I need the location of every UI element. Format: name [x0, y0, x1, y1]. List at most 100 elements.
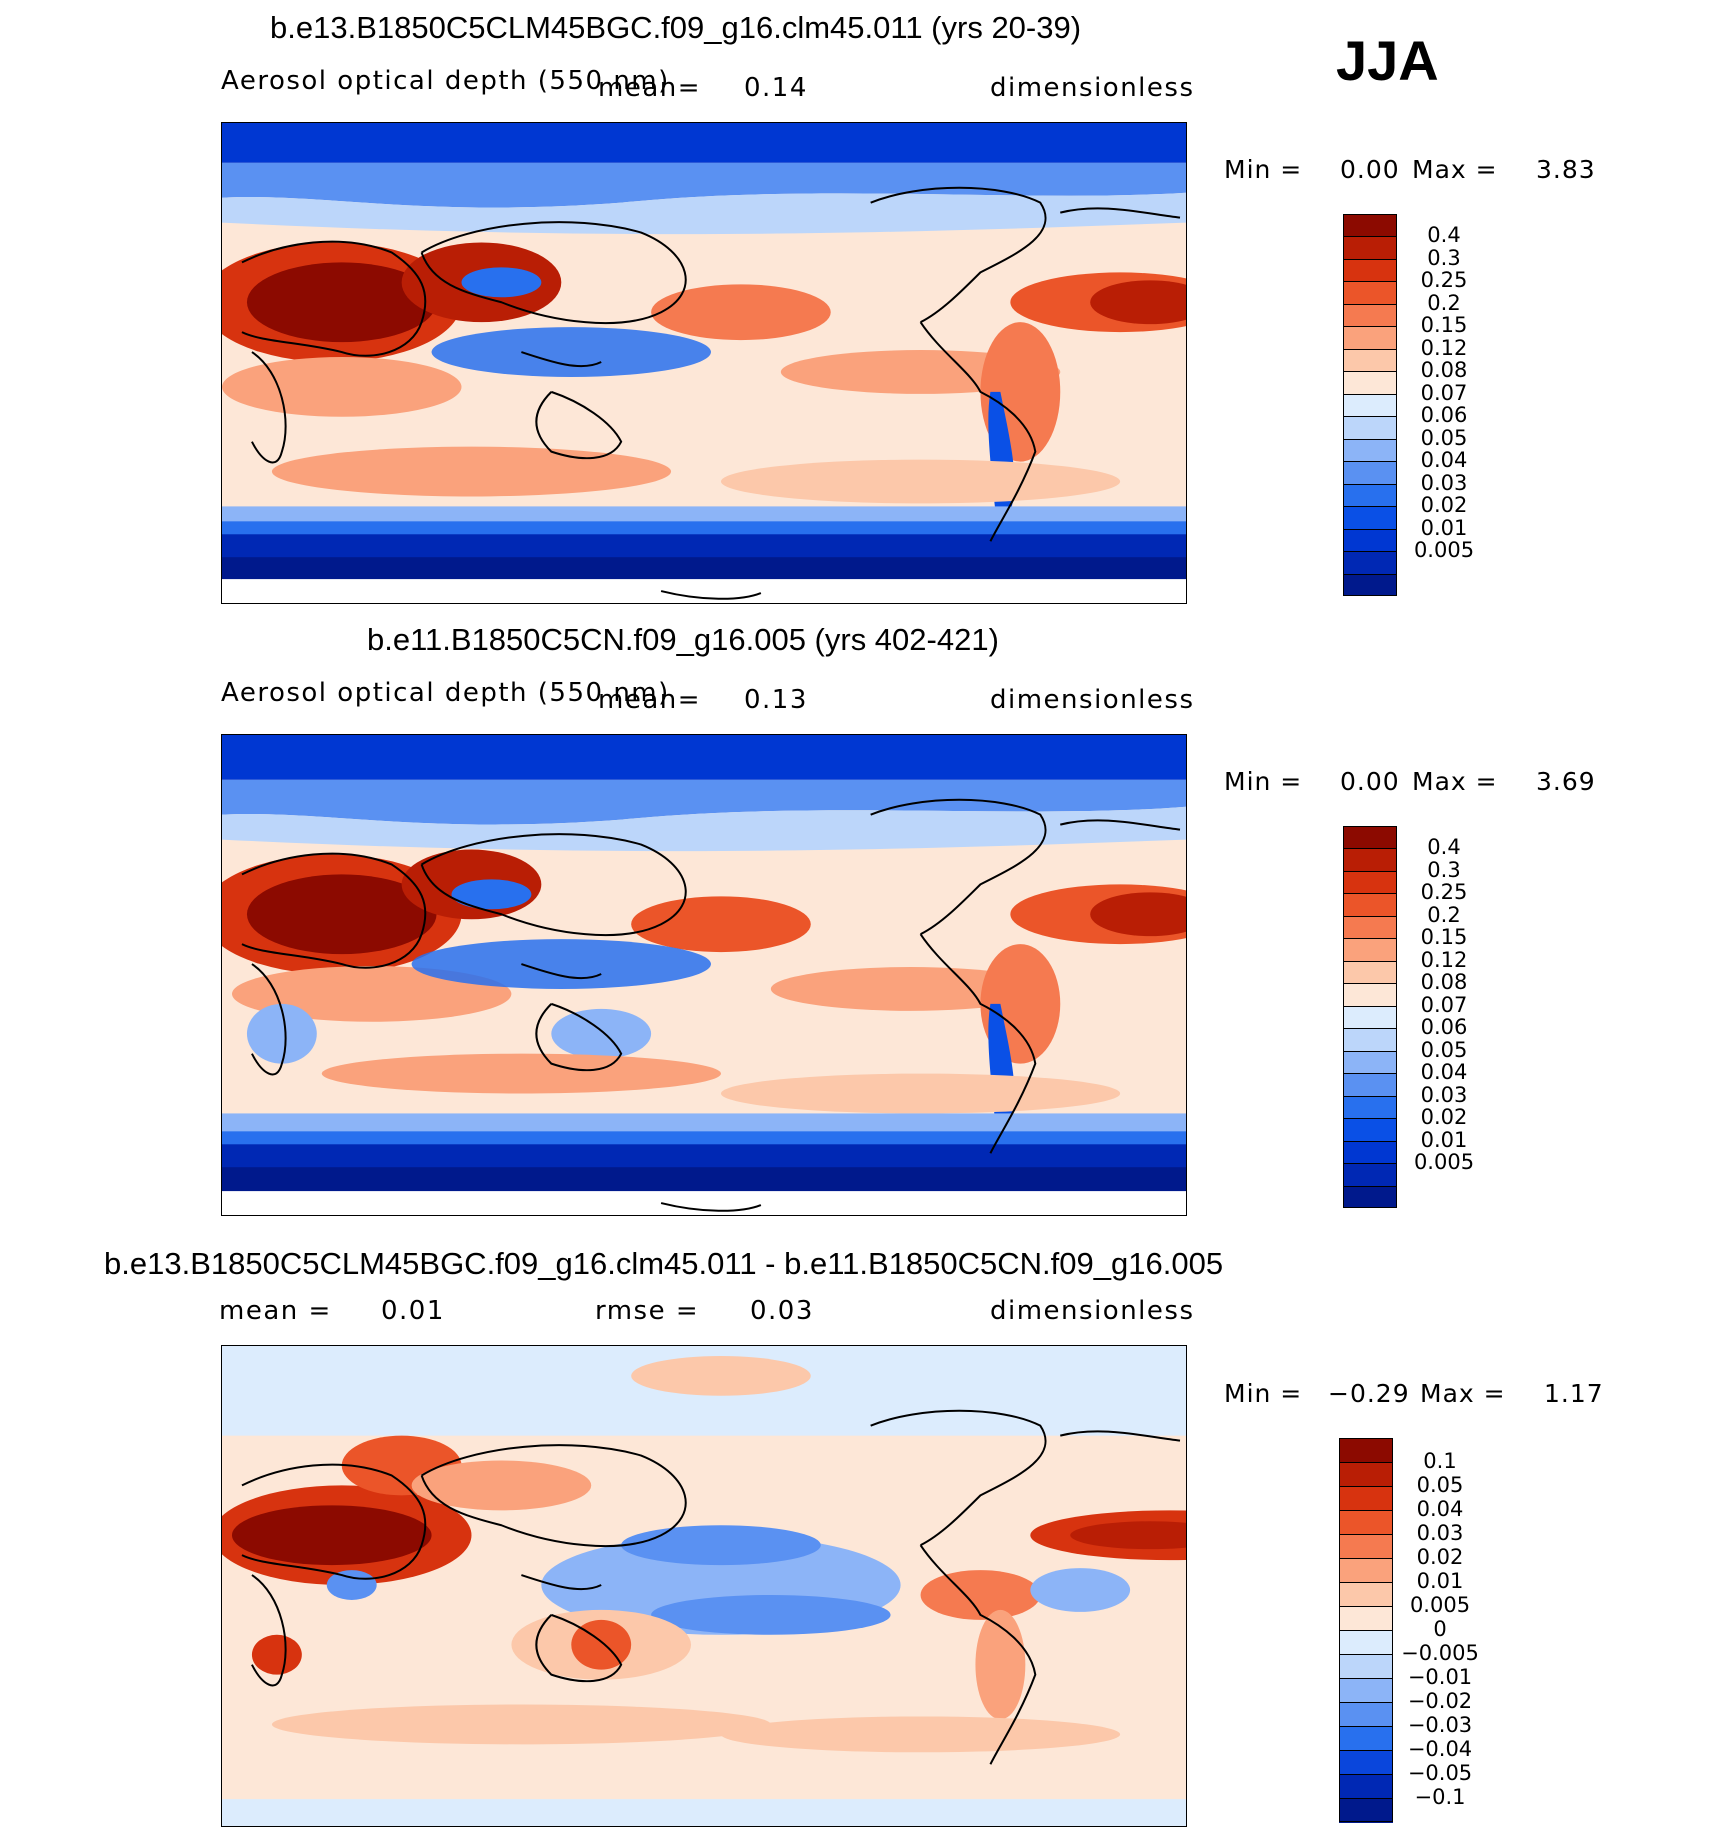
panel1-units: dimensionless	[990, 73, 1195, 103]
colorbar-swatch	[1343, 371, 1397, 395]
colorbar-label: −0.005	[1401, 1641, 1479, 1665]
colorbar-swatch	[1343, 915, 1397, 939]
colorbar-swatch	[1343, 938, 1397, 962]
panel2-min-value: 0.00	[1340, 767, 1400, 796]
panel3-min-value: −0.29	[1328, 1379, 1410, 1408]
colorbar-swatch	[1343, 1163, 1397, 1187]
colorbar-label: 0.05	[1416, 1473, 1464, 1497]
colorbar-swatch	[1343, 848, 1397, 872]
panel2-min-label: Min =	[1224, 767, 1303, 796]
panel1-map-svg	[222, 123, 1186, 603]
colorbar-label: 0.06	[1420, 1015, 1468, 1040]
colorbar-label: 0.02	[1420, 493, 1468, 518]
colorbar-label: 0.01	[1416, 1569, 1464, 1593]
colorbar-swatch	[1343, 236, 1397, 260]
colorbar-swatch	[1343, 416, 1397, 440]
colorbar-swatch	[1343, 1050, 1397, 1074]
panel1-max-value: 3.83	[1536, 155, 1596, 184]
panel3-mean-label: mean =	[219, 1296, 332, 1326]
colorbar-swatch	[1339, 1630, 1393, 1655]
colorbar-label: −0.03	[1407, 1713, 1473, 1737]
panel2-variable: Aerosol optical depth (550 nm)	[221, 678, 670, 708]
panel3-map-svg	[222, 1346, 1186, 1826]
panel3-colorbar: 0.1 0.05 0.04 0.03 0.02 0.01 0.005 0 −0.005 −0.01…	[1339, 1438, 1539, 1823]
colorbar-swatch	[1343, 1118, 1397, 1142]
colorbar-swatch	[1343, 461, 1397, 485]
colorbar-swatch	[1343, 281, 1397, 305]
colorbar-swatch	[1339, 1558, 1393, 1583]
colorbar-label: 0.07	[1420, 380, 1468, 405]
colorbar-swatch	[1343, 303, 1397, 327]
panel1-min-label: Min =	[1224, 155, 1303, 184]
colorbar-swatch	[1343, 870, 1397, 894]
colorbar-swatch	[1339, 1750, 1393, 1775]
colorbar-label: 0.4	[1427, 835, 1461, 860]
colorbar-swatch	[1339, 1702, 1393, 1727]
colorbar-swatch	[1343, 1005, 1397, 1029]
panel3-rmse-label: rmse =	[595, 1296, 700, 1326]
colorbar-label: 0.1	[1423, 1449, 1457, 1473]
colorbar-label: 0.04	[1420, 448, 1468, 473]
colorbar-label: 0.02	[1420, 1105, 1468, 1130]
colorbar-swatch	[1339, 1486, 1393, 1511]
panel3-min-label: Min =	[1224, 1379, 1303, 1408]
panel2-mean-label: mean=	[598, 685, 702, 715]
colorbar-label: 0.3	[1427, 857, 1461, 882]
panel2-title: b.e11.B1850C5CN.f09_g16.005 (yrs 402-421…	[367, 622, 999, 657]
panel2-mean-value: 0.13	[744, 685, 808, 715]
colorbar-label: 0.07	[1420, 992, 1468, 1017]
colorbar-label: 0.005	[1413, 538, 1475, 563]
colorbar-label: 0.3	[1427, 245, 1461, 270]
colorbar-swatch	[1343, 1185, 1397, 1209]
colorbar-swatch	[1343, 393, 1397, 417]
panel3-title: b.e13.B1850C5CLM45BGC.f09_g16.clm45.011 …	[104, 1246, 1224, 1281]
colorbar-label: −0.02	[1407, 1689, 1473, 1713]
colorbar-label: 0.01	[1420, 515, 1468, 540]
colorbar-swatch	[1343, 1028, 1397, 1052]
colorbar-swatch	[1339, 1774, 1393, 1799]
colorbar-swatch	[1343, 960, 1397, 984]
colorbar-swatch	[1343, 573, 1397, 597]
colorbar-label: 0.01	[1420, 1127, 1468, 1152]
colorbar-label: 0.05	[1420, 425, 1468, 450]
colorbar-label: 0.15	[1420, 925, 1468, 950]
colorbar-swatch	[1343, 551, 1397, 575]
colorbar-label: 0.08	[1420, 970, 1468, 995]
colorbar-label: −0.1	[1414, 1785, 1466, 1809]
colorbar-swatch	[1343, 1073, 1397, 1097]
panel1-map	[221, 122, 1187, 604]
colorbar-label: 0.2	[1427, 902, 1461, 927]
colorbar-label: 0.2	[1427, 290, 1461, 315]
colorbar-label: 0.04	[1416, 1497, 1464, 1521]
colorbar-swatch	[1339, 1582, 1393, 1607]
panel1-mean-value: 0.14	[744, 73, 808, 103]
panel2-map	[221, 734, 1187, 1216]
panel2-units: dimensionless	[990, 685, 1195, 715]
panel1-min-value: 0.00	[1340, 155, 1400, 184]
panel1-title: b.e13.B1850C5CLM45BGC.f09_g16.clm45.011 …	[270, 10, 1082, 45]
colorbar-swatch	[1343, 438, 1397, 462]
colorbar-swatch	[1343, 1095, 1397, 1119]
panel1-variable: Aerosol optical depth (550 nm)	[221, 66, 670, 96]
colorbar-swatch	[1339, 1726, 1393, 1751]
colorbar-label: 0.03	[1416, 1521, 1464, 1545]
colorbar-label: 0.03	[1420, 1082, 1468, 1107]
colorbar-swatch	[1343, 348, 1397, 372]
colorbar-swatch	[1343, 528, 1397, 552]
panel2-max-label: Max =	[1412, 767, 1498, 796]
panel3-units: dimensionless	[990, 1296, 1195, 1326]
panel3-rmse-value: 0.03	[750, 1296, 814, 1326]
colorbar-swatch	[1343, 506, 1397, 530]
colorbar-label: 0.25	[1420, 880, 1468, 905]
panel3-map	[221, 1345, 1187, 1827]
colorbar-label: 0.15	[1420, 313, 1468, 338]
colorbar-swatch	[1343, 326, 1397, 350]
colorbar-label: 0.04	[1420, 1060, 1468, 1085]
colorbar-label: −0.04	[1407, 1737, 1473, 1761]
colorbar-swatch	[1343, 258, 1397, 282]
season-label: JJA	[1336, 29, 1439, 92]
colorbar-label: 0.06	[1420, 403, 1468, 428]
colorbar-label: 0.08	[1420, 358, 1468, 383]
colorbar-swatch	[1343, 483, 1397, 507]
